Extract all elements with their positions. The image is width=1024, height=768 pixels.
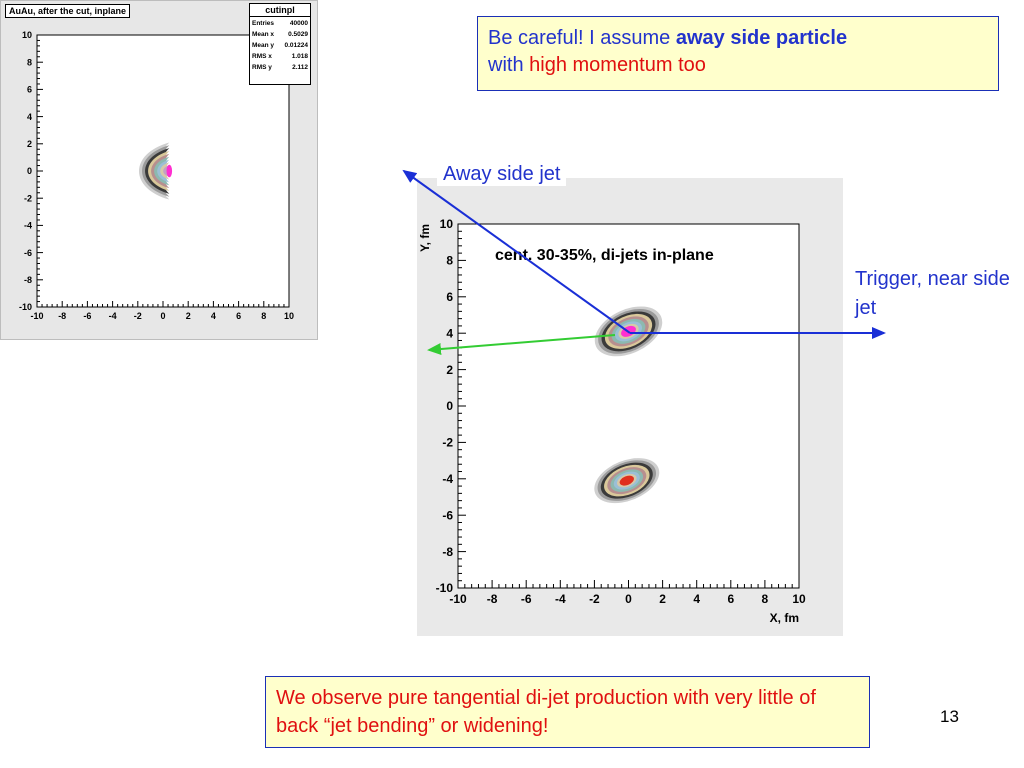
plot-title: cent. 30-35%, di-jets in-plane xyxy=(495,247,714,264)
x-tick-label: -8 xyxy=(58,311,66,321)
stat-label: RMS y xyxy=(252,64,272,71)
x-tick-label: 0 xyxy=(160,311,165,321)
x-tick-label: -4 xyxy=(109,311,117,321)
y-tick-label: 8 xyxy=(27,57,32,67)
stat-label: Entries xyxy=(252,20,275,27)
x-tick-label: -2 xyxy=(589,592,600,606)
y-tick-label: 2 xyxy=(446,363,453,377)
y-tick-label: 6 xyxy=(446,290,453,304)
histogram-panel-small: -10 -8 -6 -4 -2 0 2 4 6 8 10 -10 -8 -6 -4 -2 0 2 4 6 8 10 AuA… xyxy=(0,0,318,340)
x-tick-label: -10 xyxy=(30,311,43,321)
stats-box-title: cutinpl xyxy=(250,4,310,17)
y-tick-label: 4 xyxy=(27,112,32,122)
small-histogram-title: AuAu, after the cut, inplane xyxy=(5,4,131,18)
stat-value: 1.018 xyxy=(291,53,308,60)
x-tick-label: -10 xyxy=(449,592,467,606)
y-tick-label: -6 xyxy=(442,508,453,522)
trigger-jet-label: Trigger, near side jet xyxy=(855,268,1010,319)
y-tick-label: 8 xyxy=(446,254,453,268)
y-tick-label: -10 xyxy=(19,302,32,312)
x-tick-label: 10 xyxy=(792,592,806,606)
y-tick-label: 0 xyxy=(27,166,32,176)
stat-value: 40000 xyxy=(289,20,308,27)
x-tick-label: -8 xyxy=(487,592,498,606)
blob-peak xyxy=(166,164,173,178)
blob xyxy=(139,142,173,200)
x-tick-label: -6 xyxy=(521,592,532,606)
y-tick-label: -8 xyxy=(24,275,32,285)
stat-value: 2.112 xyxy=(292,64,308,71)
x-tick-label: 6 xyxy=(727,592,734,606)
stats-box: cutinpl Entries 40000 Mean x 0.5029 Mean y… xyxy=(249,3,311,85)
stat-label: Mean x xyxy=(252,31,275,38)
y-tick-label: -8 xyxy=(442,545,453,559)
y-tick-label: -2 xyxy=(442,436,453,450)
stat-value: 0.5029 xyxy=(288,31,308,38)
main-plot: -10 -8 -6 -4 -2 0 2 4 6 8 10 -10 -8 -6 -4 -2 0 2 4 6 8 10 cent… xyxy=(418,217,806,625)
x-tick-label: 2 xyxy=(186,311,191,321)
x-tick-label: 10 xyxy=(284,311,294,321)
note-bold-text: away side particle xyxy=(675,27,848,49)
x-tick-label: 0 xyxy=(625,592,632,606)
x-tick-label: 8 xyxy=(261,311,266,321)
y-tick-label: 10 xyxy=(22,30,32,40)
y-tick-label: -4 xyxy=(24,221,32,231)
y-tick-label: -4 xyxy=(442,472,453,486)
note-red-text: high momentum too xyxy=(529,54,706,76)
y-tick-label: -2 xyxy=(24,193,32,203)
y-tick-label: 2 xyxy=(27,139,32,149)
y-tick-label: 0 xyxy=(446,399,453,413)
x-tick-label: 4 xyxy=(693,592,700,606)
small-histogram-plot: -10 -8 -6 -4 -2 0 2 4 6 8 10 -10 -8 -6 -4 -2 0 2 4 6 8 10 xyxy=(19,30,294,321)
x-tick-label: 8 xyxy=(762,592,769,606)
y-axis-label: Y, fm xyxy=(418,224,432,252)
x-tick-label: -2 xyxy=(134,311,142,321)
note-text: with xyxy=(488,54,530,76)
main-plot-panel: -10 -8 -6 -4 -2 0 2 4 6 8 10 -10 -8 -6 -4 -2 0 2 4 6 8 10 cent… xyxy=(417,178,843,636)
blob-peak xyxy=(619,475,634,486)
x-tick-label: 6 xyxy=(236,311,241,321)
page-number: 13 xyxy=(940,707,959,726)
plot-frame xyxy=(457,223,800,589)
away-side-jet-label: Away side jet xyxy=(437,163,567,186)
y-tick-label: 6 xyxy=(27,85,32,95)
note-text: Be careful! I assume xyxy=(488,27,676,49)
stat-label: RMS x xyxy=(252,53,272,60)
x-axis-label: X, fm xyxy=(770,611,799,625)
y-tick-label: 10 xyxy=(440,217,454,231)
x-tick-label: -4 xyxy=(555,592,566,606)
stat-value: 0.01224 xyxy=(284,42,309,49)
y-tick-label: -6 xyxy=(24,248,32,258)
x-tick-label: 4 xyxy=(211,311,216,321)
y-tick-label: 4 xyxy=(446,326,453,340)
x-tick-label: 2 xyxy=(659,592,666,606)
note-conclusion: We observe pure tangential di-jet produc… xyxy=(265,676,870,748)
y-tick-label: -10 xyxy=(436,581,454,595)
blob xyxy=(594,458,660,504)
stat-label: Mean y xyxy=(252,42,275,49)
x-tick-label: -6 xyxy=(83,311,91,321)
blob-contour xyxy=(163,165,170,177)
note-careful: Be careful! I assume away side particle … xyxy=(477,16,999,91)
